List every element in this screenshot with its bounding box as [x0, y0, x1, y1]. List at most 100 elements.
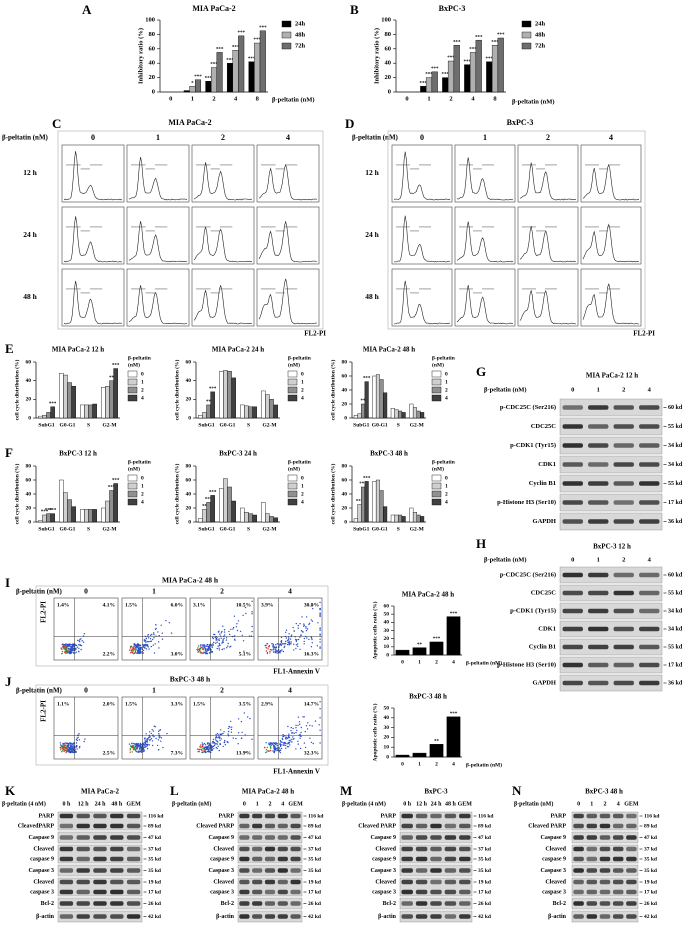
- protein-label: PARP: [218, 813, 234, 819]
- scatter-dot: [153, 735, 155, 738]
- scatter-dot: [280, 636, 283, 639]
- scatter-dot: [145, 643, 147, 646]
- scatter-dot: [77, 736, 79, 738]
- blot-band: [626, 879, 637, 885]
- blot-band: [444, 901, 457, 906]
- panel-title: MIA PaCa-2 12 h: [586, 372, 638, 380]
- scatter-dot: [150, 640, 153, 642]
- legend-swatch: [127, 378, 138, 386]
- significance-label: ***: [433, 637, 441, 642]
- scatter-dot: [72, 745, 74, 747]
- bar: [420, 86, 427, 93]
- x-tick-label: 4: [234, 95, 238, 102]
- quadrant-label: 3.5%: [239, 701, 251, 707]
- legend-title: β-peltatin: [288, 355, 311, 361]
- scatter-dot: [66, 750, 68, 752]
- blot-strip: [559, 417, 663, 436]
- scatter-dot: [205, 648, 207, 650]
- bar: [375, 479, 380, 523]
- bar: [223, 478, 228, 523]
- blot-band: [613, 572, 634, 578]
- scatter-dot: [134, 650, 137, 652]
- y-tick-label: 20: [342, 401, 348, 407]
- scatter-dot: [288, 733, 290, 735]
- scatter-dot: [287, 746, 290, 748]
- size-marker: 26 kd: [308, 901, 321, 907]
- blot-band: [588, 608, 609, 614]
- size-marker: 34 kd: [668, 462, 683, 468]
- quadrant-label: 14.7%: [304, 701, 319, 707]
- scatter-dot: [160, 737, 163, 739]
- blot-band: [639, 590, 660, 596]
- x-tick-label: G0-G1: [220, 526, 236, 532]
- scatter-dot: [83, 633, 86, 635]
- dose-label: 0: [91, 133, 95, 142]
- scatter-dot: [265, 751, 267, 754]
- bar: [273, 517, 278, 523]
- scatter-dot: [211, 745, 213, 747]
- bar: [216, 52, 223, 93]
- histogram-curve: [456, 157, 514, 201]
- legend-label: 72h: [295, 42, 306, 49]
- significance-label: ***: [363, 477, 371, 482]
- dose-label: 0: [84, 587, 88, 596]
- scatter-dot: [206, 652, 208, 655]
- scatter-dot: [145, 733, 147, 735]
- scatter-dot: [204, 750, 207, 752]
- scatter-dot: [203, 644, 206, 646]
- scatter-dot: [138, 650, 140, 652]
- bar: [92, 509, 97, 523]
- blot-band: [264, 879, 276, 885]
- histogram-box: [256, 268, 320, 327]
- bar: [394, 409, 399, 419]
- y-tick-label: 100: [381, 16, 391, 23]
- scatter-dot: [68, 651, 70, 653]
- bar: [364, 381, 369, 419]
- scatter-dot: [279, 651, 281, 653]
- blot-band: [459, 879, 471, 885]
- legend-swatch: [287, 482, 298, 490]
- blot-band: [59, 835, 74, 840]
- blot-band: [239, 889, 250, 895]
- scatter-dot: [152, 644, 154, 646]
- bar: [206, 502, 211, 523]
- size-marker: 17 kd: [668, 662, 683, 668]
- legend-label: 72h: [535, 42, 546, 49]
- bar: [394, 514, 399, 523]
- blot-band: [613, 608, 634, 614]
- scatter-dot: [272, 644, 275, 646]
- size-marker: 116 kd: [148, 813, 163, 819]
- treatment-label: β-peltatin (nM): [514, 800, 553, 807]
- histogram-box: [517, 144, 579, 203]
- blot-band: [613, 443, 634, 448]
- legend-swatch: [431, 482, 442, 490]
- protein-label: Bcl-2: [553, 901, 566, 907]
- scatter-dot: [72, 751, 75, 754]
- size-marker: 55 kd: [668, 481, 683, 487]
- blot-band: [110, 879, 124, 885]
- scatter-dot: [131, 652, 134, 654]
- x-tick-label: G2-M: [102, 526, 117, 532]
- blot-band: [599, 846, 611, 852]
- scatter-dot: [311, 605, 313, 607]
- panel-letter: H: [476, 536, 486, 551]
- significance-label: ***: [259, 26, 267, 31]
- blot-band: [639, 405, 660, 410]
- legend-title: (nM): [432, 465, 444, 472]
- chart-title: BxPC-3: [439, 4, 466, 13]
- scatter-dot: [281, 744, 283, 746]
- gate-markers: [66, 226, 103, 232]
- blot-band: [126, 846, 141, 852]
- scatter-dot: [302, 631, 304, 633]
- scatter-dot: [297, 638, 300, 641]
- treatment-label: β-peltatin (nM): [484, 386, 527, 393]
- legend-swatch: [127, 482, 138, 490]
- scatter-dot: [316, 645, 318, 647]
- blot-band: [76, 889, 90, 895]
- bar: [379, 490, 384, 523]
- bar: [223, 370, 228, 419]
- histogram-curve: [193, 284, 253, 325]
- significance-label: ***: [486, 57, 494, 62]
- scatter-dot: [139, 652, 141, 654]
- scatter-dot: [265, 646, 267, 649]
